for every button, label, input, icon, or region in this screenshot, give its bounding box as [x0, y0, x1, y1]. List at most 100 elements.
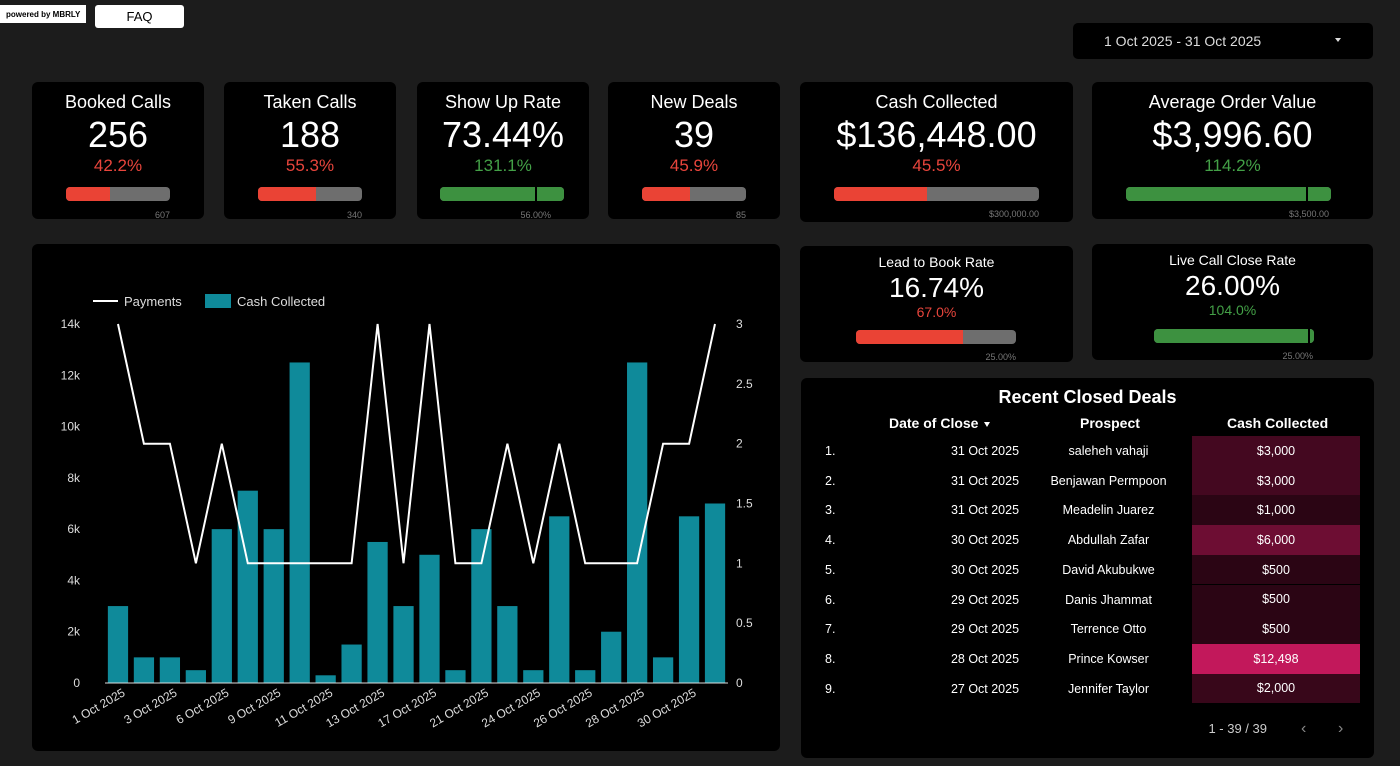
sort-desc-icon: [984, 421, 991, 427]
chart-svg: 0 2k 4k 6k 8k 10k 12k 14k 0 0.5 1 1.5 2 2.5 3 1 Oct 202…: [61, 294, 753, 730]
y-left-tick: 10k: [61, 420, 81, 434]
legend-payments-label: Payments: [124, 294, 182, 309]
kpi-target: $300,000.00: [988, 209, 1039, 219]
row-prospect: Meadelin Juarez: [1062, 503, 1155, 518]
kpi-value: $136,448.00: [836, 114, 1037, 155]
kpi-target: 25.00%: [985, 352, 1016, 362]
kpi-target: 85: [735, 210, 746, 220]
payments-line: [117, 323, 716, 565]
y-right-tick: 0.5: [736, 616, 753, 630]
kpi-percent: 55.3%: [285, 156, 335, 175]
kpi-label: Live Call Close Rate: [1169, 252, 1296, 268]
kpi-lead-to-book-rate: Lead to Book Rate 16.74% 67.0% 25.00%: [800, 246, 1073, 362]
table-row[interactable]: 5. 30 Oct 2025 David Akubukwe $500: [801, 554, 1374, 585]
y-left-tick: 12k: [61, 368, 81, 382]
table-row[interactable]: 1. 31 Oct 2025 saleheh vahaji $3,000: [801, 436, 1374, 466]
y-right-tick: 0: [736, 676, 743, 690]
row-prospect: saleheh vahaji: [1068, 444, 1149, 458]
row-cash: $500: [1192, 614, 1360, 644]
table-row[interactable]: 3. 31 Oct 2025 Meadelin Juarez $1,000: [801, 495, 1374, 526]
x-tick-label: 1 Oct 2025: [70, 685, 128, 727]
kpi-taken-calls: Taken Calls 188 55.3% 340: [224, 82, 396, 220]
cash-bar: [652, 657, 674, 683]
y-right-tick: 3: [736, 317, 743, 331]
table-row[interactable]: 9. 27 Oct 2025 Jennifer Taylor $2,000: [801, 673, 1374, 704]
kpi-percent: 67.0%: [916, 304, 957, 320]
row-date: 30 Oct 2025: [950, 562, 1020, 577]
kpi-label: Average Order Value: [1148, 92, 1317, 112]
y-left-tick: 4k: [67, 573, 81, 587]
kpi-progress-bar: [856, 330, 1016, 344]
row-date: 31 Oct 2025: [950, 503, 1020, 518]
table-row[interactable]: 4. 30 Oct 2025 Abdullah Zafar $6,000: [801, 525, 1374, 555]
row-cash: $3,000: [1192, 465, 1360, 496]
cash-bar: [289, 362, 310, 683]
row-prospect: Terrence Otto: [1070, 622, 1147, 637]
kpi-percent: 45.9%: [669, 156, 719, 175]
kpi-new-deals: New Deals 39 45.9% 85: [608, 82, 780, 220]
kpi-label: Taken Calls: [263, 92, 357, 112]
row-cash: $1,000: [1192, 495, 1360, 526]
row-prospect: Prince Kowser: [1068, 651, 1149, 666]
row-prospect: Jennifer Taylor: [1067, 681, 1150, 696]
chevron-down-icon: [1335, 38, 1341, 42]
x-tick-label: 30 Oct 2025: [635, 685, 699, 730]
kpi-percent: 114.2%: [1204, 156, 1261, 175]
row-number: 7.: [825, 622, 836, 637]
row-date: 31 Oct 2025: [950, 473, 1020, 488]
kpi-booked-calls: Booked Calls 256 42.2% 607: [32, 82, 204, 220]
table-row[interactable]: 7. 29 Oct 2025 Terrence Otto $500: [801, 614, 1374, 644]
row-number: 4.: [825, 533, 836, 548]
row-date: 29 Oct 2025: [950, 592, 1020, 607]
row-number: 6.: [825, 592, 836, 607]
kpi-progress-bar: [440, 187, 564, 201]
date-range-label: 1 Oct 2025 - 31 Oct 2025: [1104, 33, 1262, 49]
kpi-value: 73.44%: [441, 114, 565, 155]
kpi-value: 16.74%: [889, 272, 984, 303]
table-row[interactable]: 6. 29 Oct 2025 Danis Jhammat $500: [801, 584, 1374, 615]
cash-bar: [263, 529, 284, 683]
cash-bar: [107, 606, 129, 683]
kpi-progress-bar: [66, 187, 170, 201]
chevron-right-icon[interactable]: ›: [1338, 720, 1344, 737]
kpi-label: Show Up Rate: [444, 92, 562, 112]
row-number: 1.: [825, 444, 836, 458]
row-date: 27 Oct 2025: [950, 681, 1020, 696]
column-header-date[interactable]: Date of Close: [889, 415, 991, 431]
cash-bar: [575, 670, 596, 683]
kpi-label: Cash Collected: [875, 92, 998, 112]
row-date: 30 Oct 2025: [950, 533, 1020, 548]
kpi-target: $3,500.00: [1288, 209, 1329, 219]
row-number: 3.: [825, 503, 836, 518]
cash-bar: [601, 631, 622, 683]
cash-bar: [678, 516, 700, 683]
kpi-target: 607: [154, 210, 170, 220]
row-number: 2.: [825, 473, 836, 488]
pagination-label: 1 - 39 / 39: [1208, 721, 1267, 736]
kpi-percent: 45.5%: [912, 156, 961, 175]
row-prospect: Benjawan Permpoon: [1050, 473, 1167, 488]
cash-bar: [315, 675, 336, 683]
powered-by-badge: powered by MBRLY: [0, 5, 86, 23]
table-row[interactable]: 2. 31 Oct 2025 Benjawan Permpoon $3,000: [801, 465, 1374, 496]
kpi-progress-bar: [1126, 187, 1331, 201]
column-header-cash[interactable]: Cash Collected: [1227, 415, 1329, 431]
faq-button[interactable]: FAQ: [95, 5, 184, 28]
table-row[interactable]: 8. 28 Oct 2025 Prince Kowser $12,498: [801, 643, 1374, 674]
row-cash: $2,000: [1192, 673, 1360, 704]
cash-bar: [393, 606, 414, 683]
row-prospect: David Akubukwe: [1062, 562, 1155, 577]
column-header-prospect[interactable]: Prospect: [1080, 415, 1140, 431]
cash-bar: [497, 606, 518, 683]
date-range-picker[interactable]: 1 Oct 2025 - 31 Oct 2025: [1073, 23, 1373, 59]
legend-cash-label: Cash Collected: [237, 294, 325, 309]
kpi-show-up-rate: Show Up Rate 73.44% 131.1% 56.00%: [417, 82, 589, 220]
chevron-left-icon[interactable]: ‹: [1301, 720, 1307, 737]
cash-bar: [445, 670, 466, 683]
kpi-average-order-value: Average Order Value $3,996.60 114.2% $3,…: [1092, 82, 1373, 219]
kpi-label: New Deals: [650, 92, 738, 112]
y-left-tick: 6k: [67, 522, 81, 536]
y-right-tick: 1.5: [736, 497, 753, 511]
target-marker: [1305, 187, 1308, 201]
row-date: 28 Oct 2025: [950, 651, 1020, 666]
